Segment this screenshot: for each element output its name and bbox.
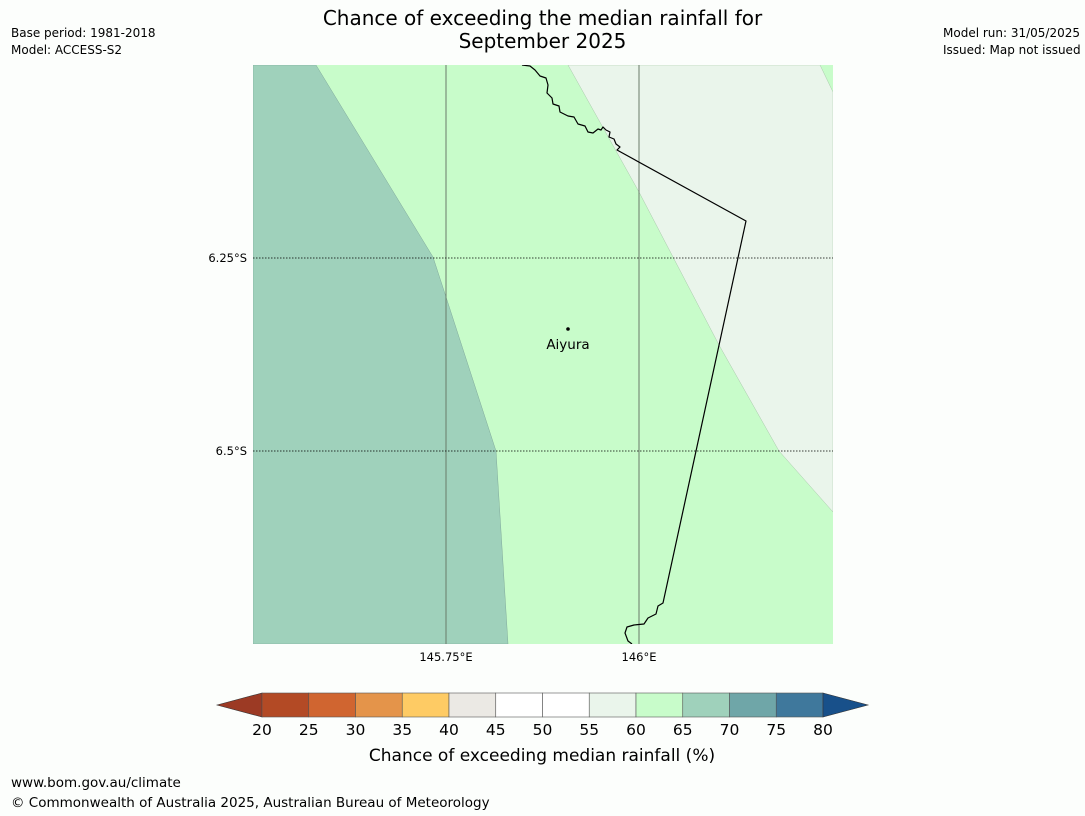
- colorbar-tick-80: 80: [813, 721, 833, 739]
- issued-text: Issued: Map not issued: [943, 43, 1081, 57]
- colorbar-tick-20: 20: [252, 721, 272, 739]
- lon-label-146: 146°E: [622, 650, 657, 664]
- colorbar-tick-65: 65: [673, 721, 693, 739]
- colorbar-under-arrow: [215, 692, 263, 718]
- colorbar-segment-40-45: [448, 692, 497, 718]
- colorbar-segment-50-55: [542, 692, 590, 718]
- colorbar-tick-40: 40: [439, 721, 459, 739]
- colorbar-tick-25: 25: [299, 721, 319, 739]
- metadata-left: Base period: 1981-2018 Model: ACCESS-S2: [11, 25, 156, 59]
- colorbar-segment-45-50: [495, 692, 543, 718]
- colorbar-segment-25-30: [308, 692, 356, 718]
- colorbar-segment-65-70: [682, 692, 730, 718]
- colorbar: 20 25 30 35 40 45 50 55 60 65 70 75 80: [215, 692, 870, 739]
- colorbar-tick-30: 30: [346, 721, 366, 739]
- colorbar-tick-75: 75: [766, 721, 786, 739]
- lat-label-6-25: 6.25°S: [208, 251, 247, 265]
- map-panel: [253, 65, 833, 644]
- title-line-1: Chance of exceeding the median rainfall …: [322, 6, 763, 30]
- colorbar-tick-55: 55: [579, 721, 599, 739]
- footer-copyright: © Commonwealth of Australia 2025, Austra…: [11, 795, 490, 811]
- colorbar-tick-70: 70: [720, 721, 740, 739]
- model-text: Model: ACCESS-S2: [11, 43, 123, 57]
- colorbar-segment-30-35: [355, 692, 403, 718]
- region-65-70-percent: [253, 65, 509, 644]
- colorbar-ticks: 20 25 30 35 40 45 50 55 60 65 70 75 80: [252, 721, 833, 739]
- aiyura-marker: [566, 327, 570, 331]
- colorbar-segment-60-65: [635, 692, 684, 718]
- lat-label-6-5: 6.5°S: [216, 444, 247, 458]
- colorbar-over-arrow: [822, 692, 870, 718]
- colorbar-tick-60: 60: [626, 721, 646, 739]
- colorbar-segments: [261, 692, 824, 718]
- colorbar-tick-35: 35: [392, 721, 412, 739]
- metadata-right: Model run: 31/05/2025 Issued: Map not is…: [943, 25, 1081, 59]
- province-boundary: [521, 65, 747, 644]
- lon-label-145-75: 145.75°E: [419, 650, 472, 664]
- model-run-text: Model run: 31/05/2025: [943, 26, 1081, 40]
- colorbar-segment-35-40: [401, 692, 450, 718]
- colorbar-segment-75-80: [775, 692, 824, 718]
- base-period-text: Base period: 1981-2018: [11, 26, 156, 40]
- colorbar-segment-20-25: [261, 692, 310, 718]
- footer-url: www.bom.gov.au/climate: [11, 775, 181, 791]
- region-55-60-percent: [567, 65, 833, 513]
- aiyura-label: Aiyura: [546, 337, 589, 353]
- colorbar-label: Chance of exceeding median rainfall (%): [369, 746, 715, 766]
- map-title: Chance of exceeding the median rainfall …: [0, 7, 1085, 53]
- colorbar-segment-55-60: [588, 692, 637, 718]
- colorbar-tick-50: 50: [533, 721, 553, 739]
- colorbar-tick-45: 45: [486, 721, 506, 739]
- title-line-2: September 2025: [458, 29, 627, 53]
- colorbar-segment-70-75: [729, 692, 777, 718]
